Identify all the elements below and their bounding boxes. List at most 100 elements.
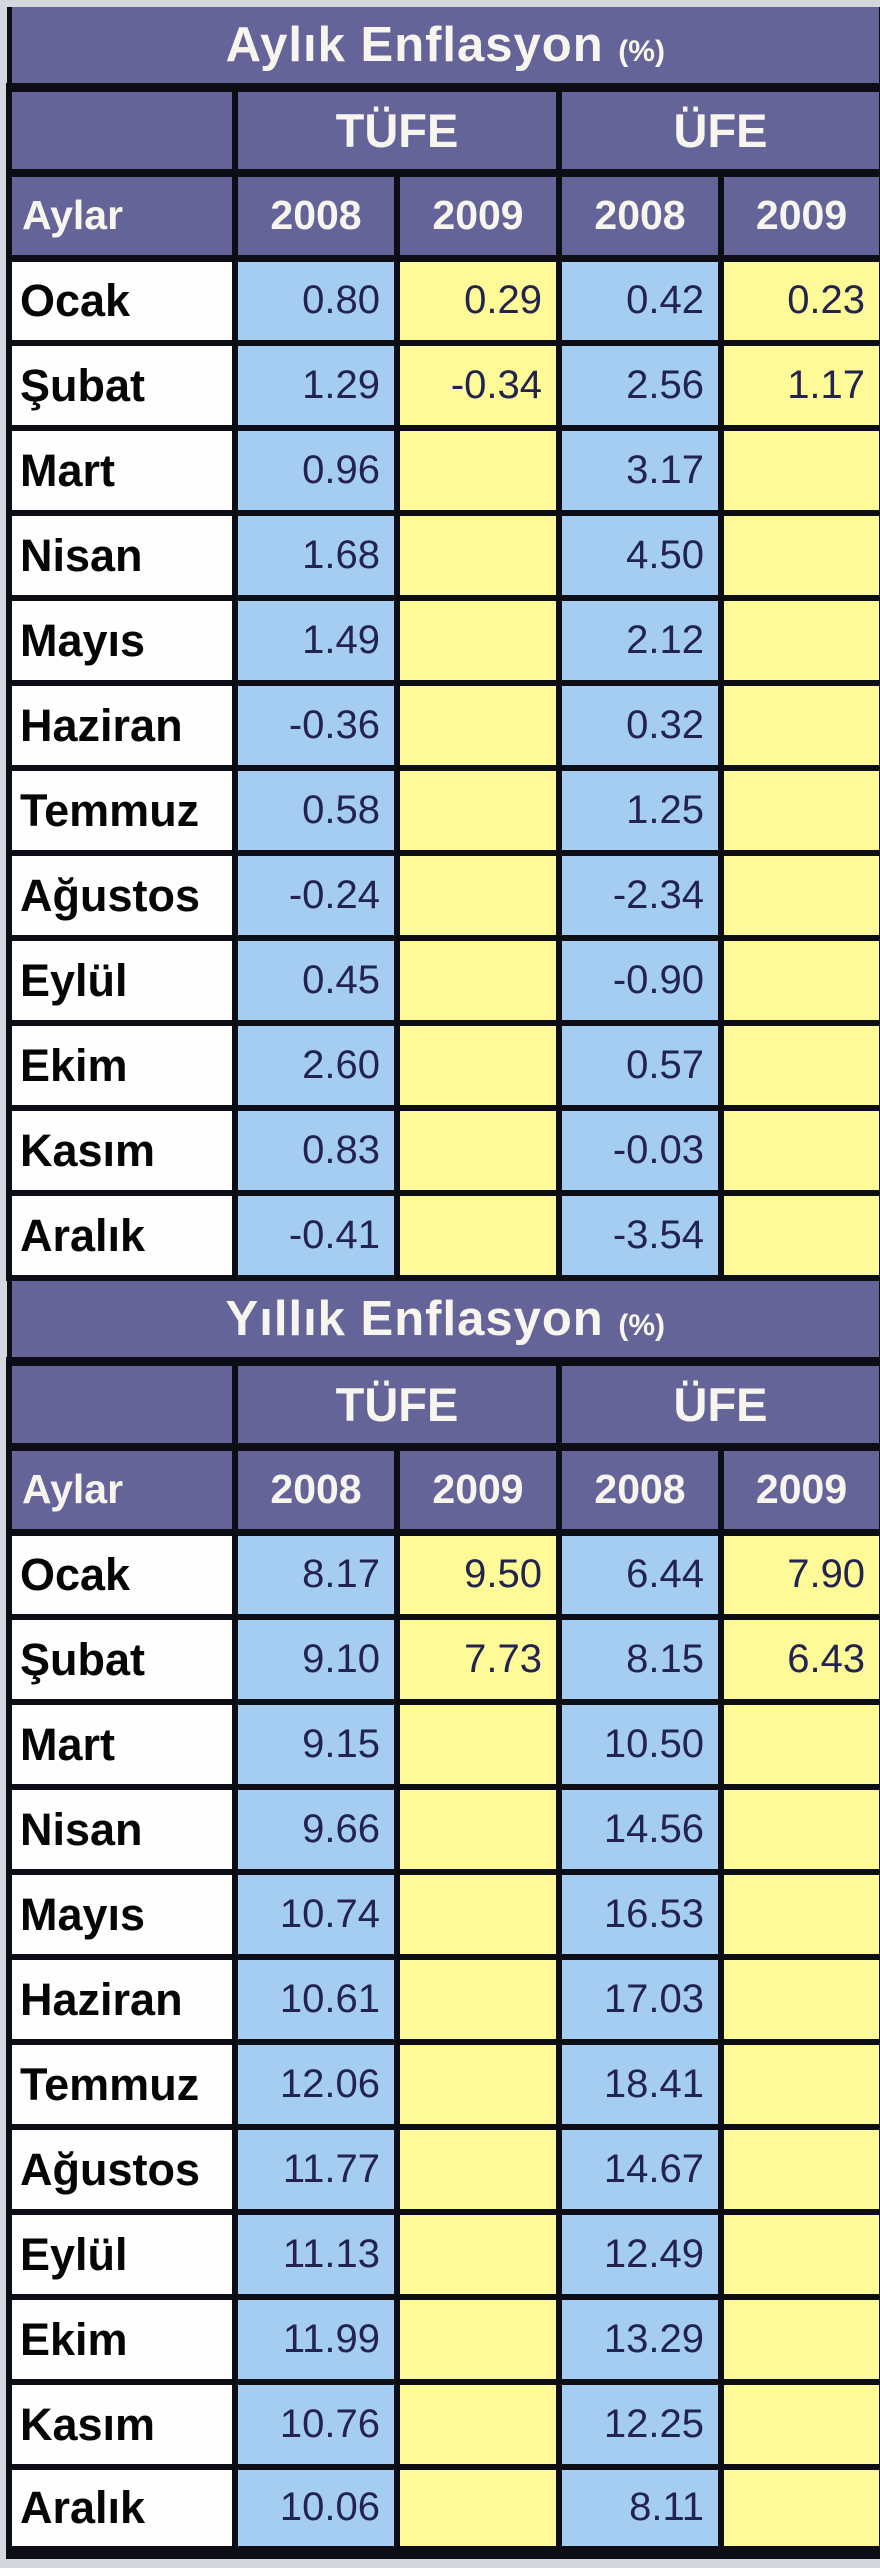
title-text: Yıllık Enflasyon [225, 1291, 604, 1346]
value-cell: -0.90 [556, 935, 724, 1026]
annual-table-title-row: Yıllık Enflasyon (%) [9, 1281, 880, 1366]
value-cell: 0.96 [232, 425, 400, 516]
value-cell [717, 510, 880, 601]
value-cell [717, 2039, 880, 2130]
value-cell: 6.44 [556, 1529, 724, 1620]
value-cell [717, 1020, 880, 1111]
monthly-group-header-row: TÜFE ÜFE [6, 84, 880, 177]
value-cell [717, 1105, 880, 1196]
annual-table-title: Yıllık Enflasyon (%) [9, 1281, 880, 1366]
value-cell: 12.25 [556, 2379, 724, 2470]
value-cell: 11.77 [232, 2124, 400, 2215]
table-row: Aralık 10.06 8.11 [6, 2464, 880, 2555]
value-cell [717, 1954, 880, 2045]
value-cell [394, 2294, 562, 2385]
month-label: Kasım [6, 1105, 238, 1196]
months-column-header: Aylar [6, 1444, 238, 1536]
value-cell: 8.15 [556, 1614, 724, 1705]
value-cell: -2.34 [556, 850, 724, 941]
month-label: Aralık [6, 1190, 238, 1281]
value-cell: 18.41 [556, 2039, 724, 2130]
year-header-ufe-2008: 2008 [556, 170, 724, 262]
value-cell: -0.36 [232, 680, 400, 771]
table-row: Nisan 9.66 14.56 [6, 1784, 880, 1875]
month-label: Mayıs [6, 595, 238, 686]
value-cell: 9.15 [232, 1699, 400, 1790]
value-cell [717, 680, 880, 771]
value-cell: 0.45 [232, 935, 400, 1026]
month-label: Kasım [6, 2379, 238, 2470]
value-cell: 7.73 [394, 1614, 562, 1705]
table-row: Mayıs 1.49 2.12 [6, 595, 880, 686]
value-cell: 13.29 [556, 2294, 724, 2385]
month-label: Ocak [6, 1529, 238, 1620]
value-cell [394, 765, 562, 856]
annual-inflation-table: Yıllık Enflasyon (%) TÜFE ÜFE Aylar 2008… [6, 1281, 880, 2559]
title-percent-suffix: (%) [618, 34, 665, 68]
value-cell [717, 2379, 880, 2470]
empty-corner-cell [6, 84, 238, 177]
table-row: Kasım 0.83 -0.03 [6, 1105, 880, 1196]
empty-corner-cell [6, 1358, 238, 1451]
tufe-group-header: TÜFE [232, 1358, 562, 1451]
value-cell: 0.32 [556, 680, 724, 771]
table-row: Ocak 0.80 0.29 0.42 0.23 [6, 255, 880, 346]
month-label: Haziran [6, 1954, 238, 2045]
table-row: Ağustos -0.24 -2.34 [6, 850, 880, 941]
value-cell [717, 1699, 880, 1790]
value-cell [394, 2124, 562, 2215]
month-label: Aralık [6, 2464, 238, 2555]
value-cell [394, 2379, 562, 2470]
value-cell [717, 850, 880, 941]
month-label: Haziran [6, 680, 238, 771]
month-label: Ekim [6, 2294, 238, 2385]
value-cell: 10.74 [232, 1869, 400, 1960]
annual-year-header-row: Aylar 2008 2009 2008 2009 [6, 1444, 880, 1536]
value-cell: 0.23 [717, 255, 880, 346]
value-cell: 0.29 [394, 255, 562, 346]
table-row: Temmuz 12.06 18.41 [6, 2039, 880, 2130]
month-label: Ağustos [6, 2124, 238, 2215]
table-row: Eylül 11.13 12.49 [6, 2209, 880, 2300]
monthly-inflation-table: Aylık Enflasyon (%) TÜFE ÜFE Aylar 2008 … [6, 7, 880, 1281]
year-header-tufe-2009: 2009 [394, 170, 562, 262]
value-cell: 12.49 [556, 2209, 724, 2300]
value-cell [394, 935, 562, 1026]
month-label: Ağustos [6, 850, 238, 941]
value-cell: 14.56 [556, 1784, 724, 1875]
value-cell: 6.43 [717, 1614, 880, 1705]
table-row: Haziran -0.36 0.32 [6, 680, 880, 771]
value-cell [717, 2294, 880, 2385]
month-label: Temmuz [6, 765, 238, 856]
table-row: Temmuz 0.58 1.25 [6, 765, 880, 856]
value-cell [394, 2464, 562, 2555]
table-row: Ocak 8.17 9.50 6.44 7.90 [6, 1529, 880, 1620]
ufe-group-header: ÜFE [555, 1358, 880, 1451]
year-header-ufe-2008: 2008 [556, 1444, 724, 1536]
value-cell [394, 1954, 562, 2045]
value-cell: 4.50 [556, 510, 724, 601]
year-header-ufe-2009: 2009 [717, 170, 880, 262]
table-row: Şubat 9.10 7.73 8.15 6.43 [6, 1614, 880, 1705]
monthly-year-header-row: Aylar 2008 2009 2008 2009 [6, 170, 880, 262]
value-cell: 2.12 [556, 595, 724, 686]
year-header-tufe-2009: 2009 [394, 1444, 562, 1536]
value-cell: 8.11 [556, 2464, 724, 2555]
value-cell [717, 2209, 880, 2300]
value-cell: -3.54 [556, 1190, 724, 1281]
table-row: Ağustos 11.77 14.67 [6, 2124, 880, 2215]
value-cell [717, 1784, 880, 1875]
value-cell: 3.17 [556, 425, 724, 516]
month-label: Şubat [6, 340, 238, 431]
value-cell [717, 595, 880, 686]
monthly-table-title-row: Aylık Enflasyon (%) [9, 7, 880, 92]
value-cell: 10.50 [556, 1699, 724, 1790]
value-cell: 0.83 [232, 1105, 400, 1196]
table-row: Mart 0.96 3.17 [6, 425, 880, 516]
month-label: Eylül [6, 935, 238, 1026]
value-cell [394, 680, 562, 771]
month-label: Nisan [6, 1784, 238, 1875]
month-label: Temmuz [6, 2039, 238, 2130]
value-cell: 10.61 [232, 1954, 400, 2045]
